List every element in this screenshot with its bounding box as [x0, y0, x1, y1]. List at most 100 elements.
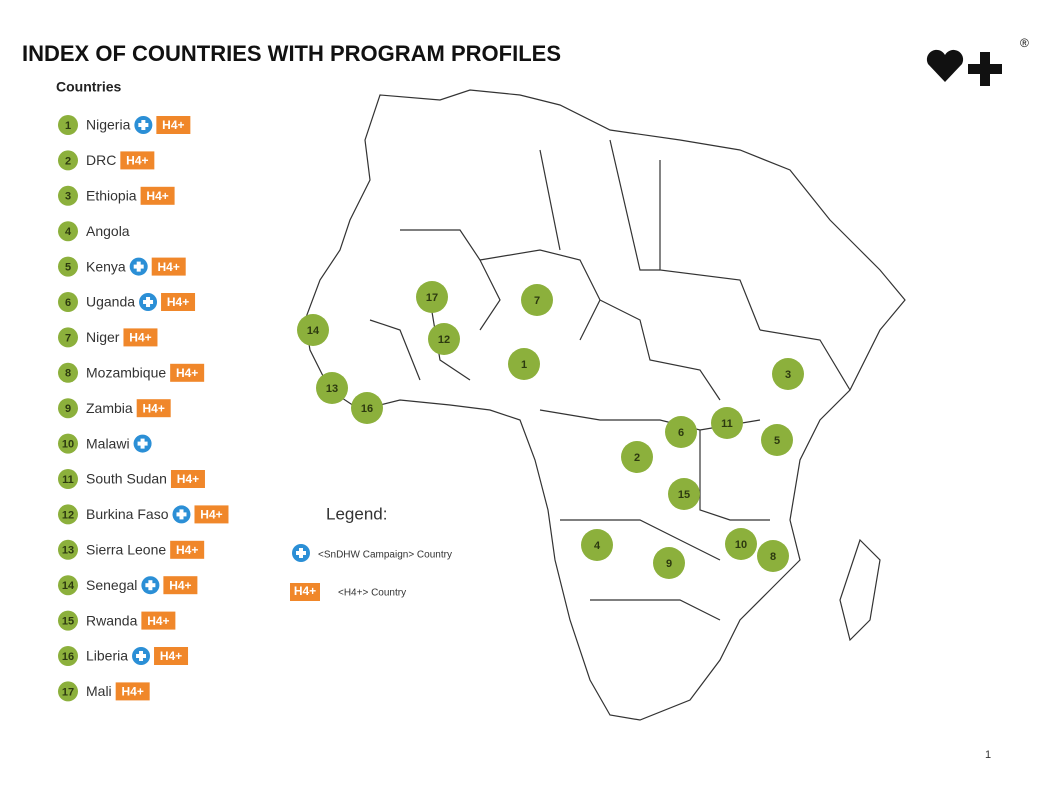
campaign-plus — [146, 297, 151, 307]
h4-badge-text: H4+ — [176, 366, 198, 380]
h4-badge-text: H4+ — [169, 578, 191, 592]
campaign-plus — [179, 509, 184, 520]
map-marker — [521, 284, 553, 316]
campaign-icon — [141, 576, 160, 595]
map-marker-number: 6 — [678, 427, 684, 439]
country-name: Nigeria — [86, 117, 131, 133]
map-marker-number: 15 — [678, 489, 690, 501]
h4-badge — [140, 186, 175, 205]
country-name: Sierra Leone — [86, 542, 166, 558]
h4-badge-text: H4+ — [167, 295, 189, 309]
map-marker — [711, 407, 743, 439]
africa-map — [304, 89, 906, 721]
h4-badge — [163, 576, 198, 595]
h4-badge — [170, 470, 205, 488]
h4-badge-text: H4+ — [162, 118, 184, 132]
map-marker — [316, 372, 348, 404]
h4-badge-text: H4+ — [177, 472, 199, 486]
country-name: Angola — [86, 223, 130, 239]
map-marker-number: 8 — [770, 551, 776, 563]
legend-h4-text: <H4+> Country — [338, 588, 406, 599]
h4-badge — [156, 116, 191, 134]
number-circle — [58, 469, 78, 489]
country-name: DRC — [86, 152, 116, 168]
number-circle — [58, 646, 78, 666]
campaign-plus — [136, 261, 141, 272]
campaign-plus — [148, 580, 153, 591]
campaign-plus — [139, 651, 144, 661]
country-name: Senegal — [86, 577, 137, 593]
campaign-icon — [133, 434, 152, 453]
number: 3 — [65, 191, 71, 203]
campaign-plus — [141, 120, 146, 130]
number: 15 — [62, 616, 74, 628]
country-name: Mozambique — [86, 365, 166, 381]
country-name: Rwanda — [86, 612, 138, 628]
map-marker — [772, 358, 804, 390]
number: 11 — [62, 474, 74, 486]
country-name: Burkina Faso — [86, 506, 169, 522]
h4-badge-text: H4+ — [129, 331, 151, 345]
legend-badge-text: H4+ — [294, 584, 316, 598]
logo-mark: ® — [1020, 36, 1029, 50]
map-marker-number: 4 — [594, 540, 601, 552]
number-circle — [58, 185, 78, 206]
map-marker-number: 17 — [426, 292, 438, 304]
legend-badge — [290, 583, 320, 601]
campaign-plus — [140, 438, 145, 449]
country-name: South Sudan — [86, 471, 167, 487]
map-marker — [581, 529, 613, 561]
map-marker — [416, 281, 448, 313]
number: 1 — [65, 120, 71, 132]
title: INDEX OF COUNTRIES WITH PROGRAM PROFILES — [22, 41, 561, 66]
h4-badge — [115, 682, 150, 701]
map-marker — [297, 314, 329, 346]
h4-badge-text: H4+ — [200, 508, 222, 522]
h4-badge-text: H4+ — [121, 685, 143, 699]
legend-title: Legend: — [326, 504, 387, 523]
map-marker — [665, 416, 697, 448]
h4-badge — [154, 647, 189, 665]
number-circle — [58, 150, 78, 171]
country-name: Uganda — [86, 294, 135, 310]
map-marker-number: 3 — [785, 369, 791, 381]
map-marker — [668, 478, 700, 510]
number: 6 — [65, 297, 71, 309]
campaign-icon — [129, 257, 148, 276]
h4-badge — [161, 293, 196, 311]
map-marker-number: 13 — [326, 383, 338, 395]
h4-badge — [170, 540, 205, 559]
h4-badge-text: H4+ — [176, 543, 198, 557]
h4-badge-text: H4+ — [160, 649, 182, 663]
legend-campaign-icon — [292, 544, 310, 562]
h4-badge-text: H4+ — [126, 154, 148, 168]
country-name: Ethiopia — [86, 188, 137, 204]
number-circle — [58, 327, 78, 348]
map-marker-number: 5 — [774, 435, 780, 447]
map-marker-number: 10 — [735, 539, 747, 551]
country-name: Zambia — [86, 400, 133, 416]
number-circle — [58, 292, 78, 312]
campaign-icon — [172, 505, 191, 524]
country-name: Kenya — [86, 258, 126, 274]
h4-badge — [170, 363, 205, 382]
logo: ® — [926, 36, 1029, 86]
country-name: Niger — [86, 329, 120, 345]
number: 7 — [65, 332, 71, 344]
number: 9 — [65, 403, 71, 415]
campaign-icon — [139, 293, 158, 311]
list-heading: Countries — [56, 79, 122, 95]
h4-badge — [120, 151, 155, 170]
map-marker-number: 16 — [361, 403, 373, 415]
number: 13 — [62, 545, 74, 557]
h4-badge — [123, 328, 158, 347]
map-marker-number: 9 — [666, 558, 672, 570]
number-circle — [58, 221, 78, 242]
h4-badge — [194, 505, 229, 524]
map-marker — [428, 323, 460, 355]
number-circle — [58, 575, 78, 596]
map-marker-number: 2 — [634, 452, 640, 464]
number: 8 — [65, 368, 71, 380]
map-marker — [653, 547, 685, 579]
